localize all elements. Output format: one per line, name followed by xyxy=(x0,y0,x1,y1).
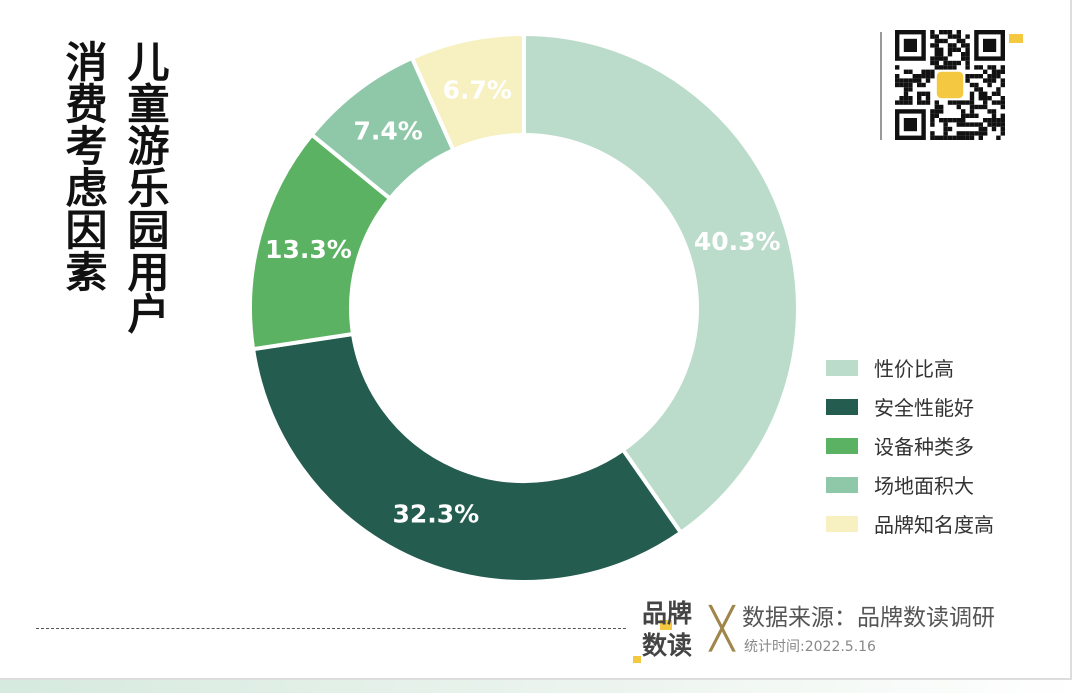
qr-code-icon xyxy=(895,30,1005,140)
legend-item: 设备种类多 xyxy=(826,426,994,465)
x-icon: ╳ xyxy=(710,606,735,652)
legend-swatch xyxy=(826,359,858,376)
data-label: 32.3% xyxy=(393,499,480,528)
decor-dot xyxy=(633,656,641,663)
legend-swatch xyxy=(826,476,858,493)
legend-label: 安全性能好 xyxy=(874,396,974,420)
legend-item: 性价比高 xyxy=(826,348,994,387)
donut-slice xyxy=(250,331,684,584)
data-label: 13.3% xyxy=(265,235,352,264)
decor-dot xyxy=(660,620,672,630)
donut-slice xyxy=(522,31,800,536)
title-line-1: 儿童游乐园用户 xyxy=(121,40,170,334)
data-label: 40.3% xyxy=(694,227,781,256)
source-text: 数据来源：品牌数读调研 xyxy=(742,605,995,631)
legend-item: 品牌知名度高 xyxy=(826,504,994,543)
data-label: 6.7% xyxy=(443,75,512,104)
legend: 性价比高安全性能好设备种类多场地面积大品牌知名度高 xyxy=(826,348,994,543)
frame xyxy=(0,0,1072,680)
divider xyxy=(880,32,882,140)
bottom-band xyxy=(0,680,1080,693)
legend-label: 场地面积大 xyxy=(874,474,974,498)
legend-item: 安全性能好 xyxy=(826,387,994,426)
donut-slice xyxy=(409,31,526,153)
legend-label: 品牌知名度高 xyxy=(874,513,994,537)
legend-swatch xyxy=(826,515,858,532)
legend-label: 性价比高 xyxy=(874,357,954,381)
legend-swatch xyxy=(826,437,858,454)
dashed-divider xyxy=(36,628,626,629)
legend-label: 设备种类多 xyxy=(874,435,974,459)
brand-logo: 品牌数读 xyxy=(642,599,693,660)
data-label: 7.4% xyxy=(353,117,422,146)
title-line-2: 消费考虑因素 xyxy=(59,40,108,292)
date-text: 统计时间:2022.5.16 xyxy=(744,639,876,655)
legend-swatch xyxy=(826,398,858,415)
decor-dot xyxy=(1009,34,1023,43)
legend-item: 场地面积大 xyxy=(826,465,994,504)
